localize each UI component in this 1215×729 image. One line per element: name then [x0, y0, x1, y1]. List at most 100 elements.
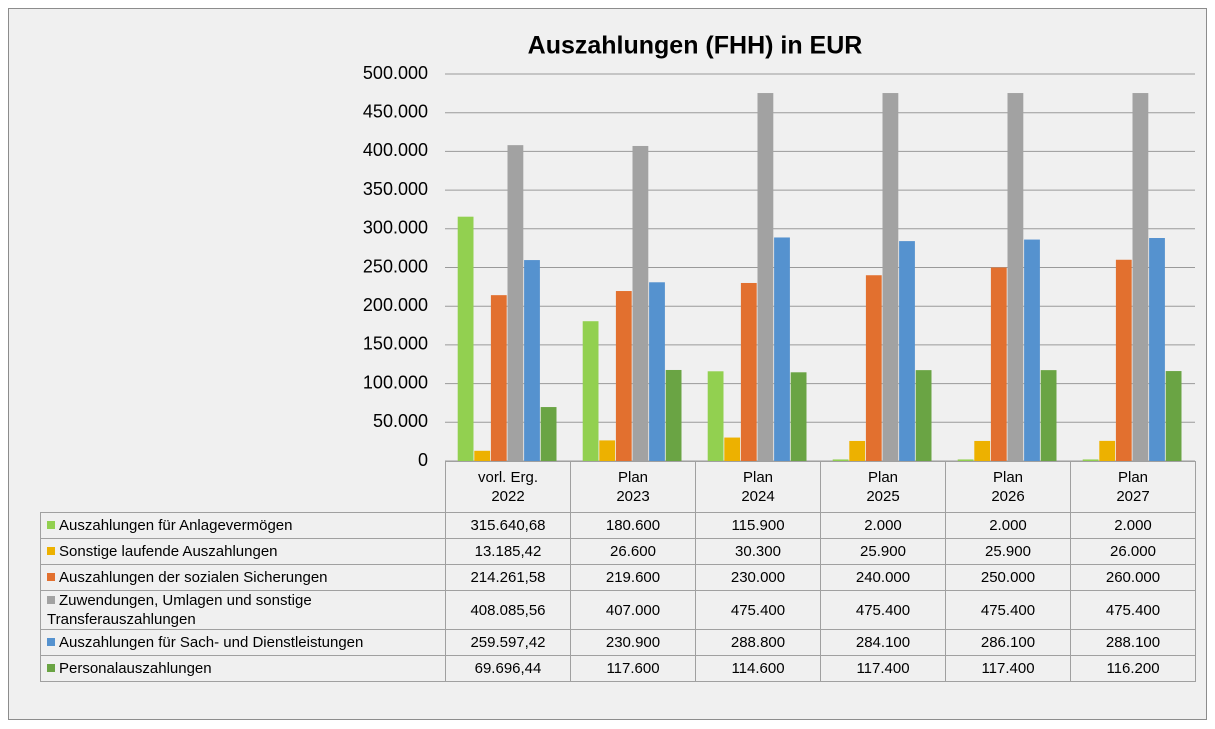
- table-cell: 26.000: [1070, 538, 1196, 565]
- table-cell: 240.000: [820, 564, 946, 591]
- bar: [1149, 238, 1165, 461]
- legend-entry: Sonstige laufende Auszahlungen: [40, 538, 446, 565]
- bar: [1115, 259, 1132, 461]
- table-row: Sonstige laufende Auszahlungen 13.185,42 2…: [40, 538, 1196, 565]
- y-tick-label: 100.000: [363, 372, 428, 392]
- bar: [1082, 459, 1099, 461]
- table-cell: 475.400: [945, 590, 1071, 630]
- table-cell: 114.600: [695, 655, 821, 682]
- bar: [1040, 370, 1057, 461]
- y-tick-label: 50.000: [373, 411, 428, 431]
- bar: [790, 372, 807, 461]
- bar: [915, 370, 932, 461]
- legend-entry: Auszahlungen der sozialen Sicherungen: [40, 564, 446, 591]
- table-row: Auszahlungen für Anlagevermögen 315.640,6…: [40, 512, 1196, 539]
- table-cell: 475.400: [695, 590, 821, 630]
- table-row: Personalauszahlungen 69.696,44 117.600 114.…: [40, 655, 1196, 682]
- chart-title: Auszahlungen (FHH) in EUR: [528, 32, 863, 60]
- table-cell: 25.900: [945, 538, 1071, 565]
- bar: [707, 371, 724, 461]
- bar: [649, 282, 665, 461]
- legend-entry: Auszahlungen für Sach- und Dienstleistun…: [40, 629, 446, 656]
- table-row: Auszahlungen der sozialen Sicherungen 214…: [40, 564, 1196, 591]
- legend-swatch: [47, 521, 55, 529]
- bar: [882, 93, 899, 461]
- bar: [615, 291, 632, 461]
- table-cell: 13.185,42: [445, 538, 571, 565]
- bar: [599, 440, 616, 461]
- y-tick-label: 450.000: [363, 101, 428, 121]
- bar: [957, 459, 974, 461]
- bar: [1132, 93, 1149, 461]
- x-tick-label: Plan 2025: [820, 461, 946, 513]
- table-cell: 230.000: [695, 564, 821, 591]
- legend-swatch: [47, 664, 55, 672]
- legend-swatch: [47, 547, 55, 555]
- bar: [724, 437, 741, 461]
- legend-entry: Auszahlungen für Anlagevermögen: [40, 512, 446, 539]
- table-cell: 117.400: [820, 655, 946, 682]
- bar: [740, 282, 757, 461]
- bar: [582, 321, 599, 461]
- legend-swatch: [47, 573, 55, 581]
- legend-label: Auszahlungen der sozialen Sicherungen: [59, 569, 328, 586]
- table-cell: 116.200: [1070, 655, 1196, 682]
- header-row: vorl. Erg. 2022 Plan 2023 Plan 2024 Plan 20…: [40, 461, 1196, 513]
- y-tick-label: 200.000: [363, 295, 428, 315]
- x-tick-label: Plan 2024: [695, 461, 821, 513]
- bar: [457, 216, 474, 461]
- bar: [1024, 239, 1040, 461]
- table-cell: 407.000: [570, 590, 696, 630]
- table-cell: 259.597,42: [445, 629, 571, 656]
- bar: [1007, 93, 1024, 461]
- bar: [524, 260, 540, 461]
- y-tick-label: 400.000: [363, 140, 428, 160]
- bar: [540, 407, 557, 461]
- table-cell: 475.400: [820, 590, 946, 630]
- table-cell: 288.800: [695, 629, 821, 656]
- table-row: Auszahlungen für Sach- und Dienstleistun…: [40, 629, 1196, 656]
- legend-label: Auszahlungen für Sach- und Dienstleistun…: [59, 634, 364, 651]
- table-cell: 117.600: [570, 655, 696, 682]
- table-cell: 230.900: [570, 629, 696, 656]
- legend-label: Auszahlungen für Anlagevermögen: [59, 517, 293, 534]
- table-cell: 180.600: [570, 512, 696, 539]
- table-cell: 2.000: [945, 512, 1071, 539]
- table-cell: 284.100: [820, 629, 946, 656]
- legend-entry: Personalauszahlungen: [40, 655, 446, 682]
- table-cell: 25.900: [820, 538, 946, 565]
- y-tick-label: 350.000: [363, 179, 428, 199]
- table-cell: 475.400: [1070, 590, 1196, 630]
- table-cell: 117.400: [945, 655, 1071, 682]
- y-tick-label: 300.000: [363, 218, 428, 238]
- bar: [990, 267, 1007, 461]
- table-cell: 214.261,58: [445, 564, 571, 591]
- legend-swatch: [47, 638, 55, 646]
- table-row: Zuwendungen, Umlagen und sonstige Transf…: [40, 590, 1196, 630]
- legend-label: Sonstige laufende Auszahlungen: [59, 543, 278, 560]
- y-tick-label: 500.000: [363, 63, 428, 83]
- bar: [665, 369, 682, 461]
- table-cell: 115.900: [695, 512, 821, 539]
- table-cell: 250.000: [945, 564, 1071, 591]
- bar: [774, 237, 790, 461]
- table-cell: 315.640,68: [445, 512, 571, 539]
- bar: [1099, 440, 1116, 461]
- table-cell: 286.100: [945, 629, 1071, 656]
- table-cell: 30.300: [695, 538, 821, 565]
- bar: [507, 145, 524, 461]
- x-tick-label: vorl. Erg. 2022: [445, 461, 571, 513]
- legend-swatch: [47, 596, 55, 604]
- bar: [974, 440, 991, 461]
- table-cell: 408.085,56: [445, 590, 571, 630]
- y-tick-label: 250.000: [363, 256, 428, 276]
- x-tick-label: Plan 2023: [570, 461, 696, 513]
- legend-entry: Zuwendungen, Umlagen und sonstige Transf…: [40, 590, 446, 630]
- table-cell: 69.696,44: [445, 655, 571, 682]
- bar: [1165, 371, 1182, 461]
- table-cell: 260.000: [1070, 564, 1196, 591]
- bar: [632, 145, 649, 461]
- x-tick-label: Plan 2026: [945, 461, 1071, 513]
